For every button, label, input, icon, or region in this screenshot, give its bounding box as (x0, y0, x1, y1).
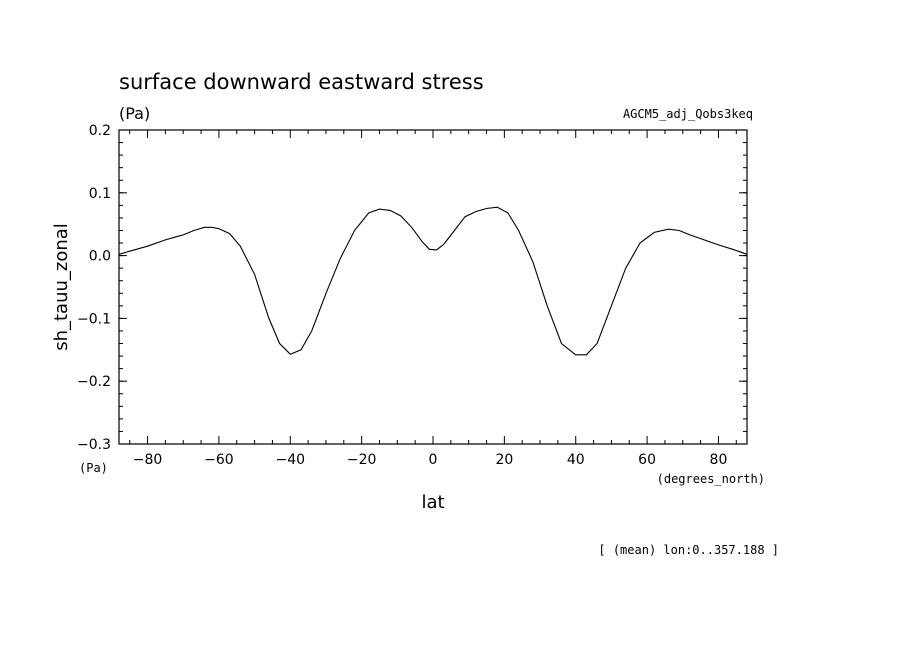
chart-units: (Pa) (119, 104, 150, 123)
series-line (118, 206, 748, 356)
x-tick-label: −60 (204, 452, 234, 468)
y-tick-label: −0.3 (77, 437, 111, 453)
y-axis-ticks: 0.2 0.1 0.0 −0.1 −0.2 −0.3 (77, 123, 747, 453)
x-tick-label: −40 (275, 452, 305, 468)
x-axis-label: lat (421, 492, 444, 513)
series-layer (118, 206, 748, 356)
x-units: (degrees_north) (657, 472, 765, 486)
dataset-label: AGCM5_adj_Qobs3keq (623, 107, 753, 121)
x-tick-label: −20 (347, 452, 377, 468)
x-axis-ticks: −80 −60 −40 −20 0 20 40 60 80 (129, 130, 737, 468)
y-tick-label: 0.2 (89, 123, 111, 139)
x-tick-label: 20 (495, 452, 513, 468)
x-tick-label: 80 (710, 452, 728, 468)
y-tick-label: −0.1 (77, 311, 111, 327)
y-tick-label: −0.2 (77, 374, 111, 390)
x-tick-label: 0 (429, 452, 438, 468)
y-axis-label: sh_tauu_zonal (51, 223, 72, 351)
y-tick-label: 0.0 (89, 249, 111, 265)
footer-note: [ (mean) lon:0..357.188 ] (598, 543, 779, 557)
chart-title: surface downward eastward stress (119, 70, 484, 94)
x-tick-label: 60 (638, 452, 656, 468)
x-tick-label: 40 (567, 452, 585, 468)
y-tick-label: 0.1 (89, 186, 111, 202)
x-tick-label: −80 (133, 452, 163, 468)
y-units-corner: (Pa) (79, 461, 108, 475)
plot-frame (118, 129, 748, 445)
